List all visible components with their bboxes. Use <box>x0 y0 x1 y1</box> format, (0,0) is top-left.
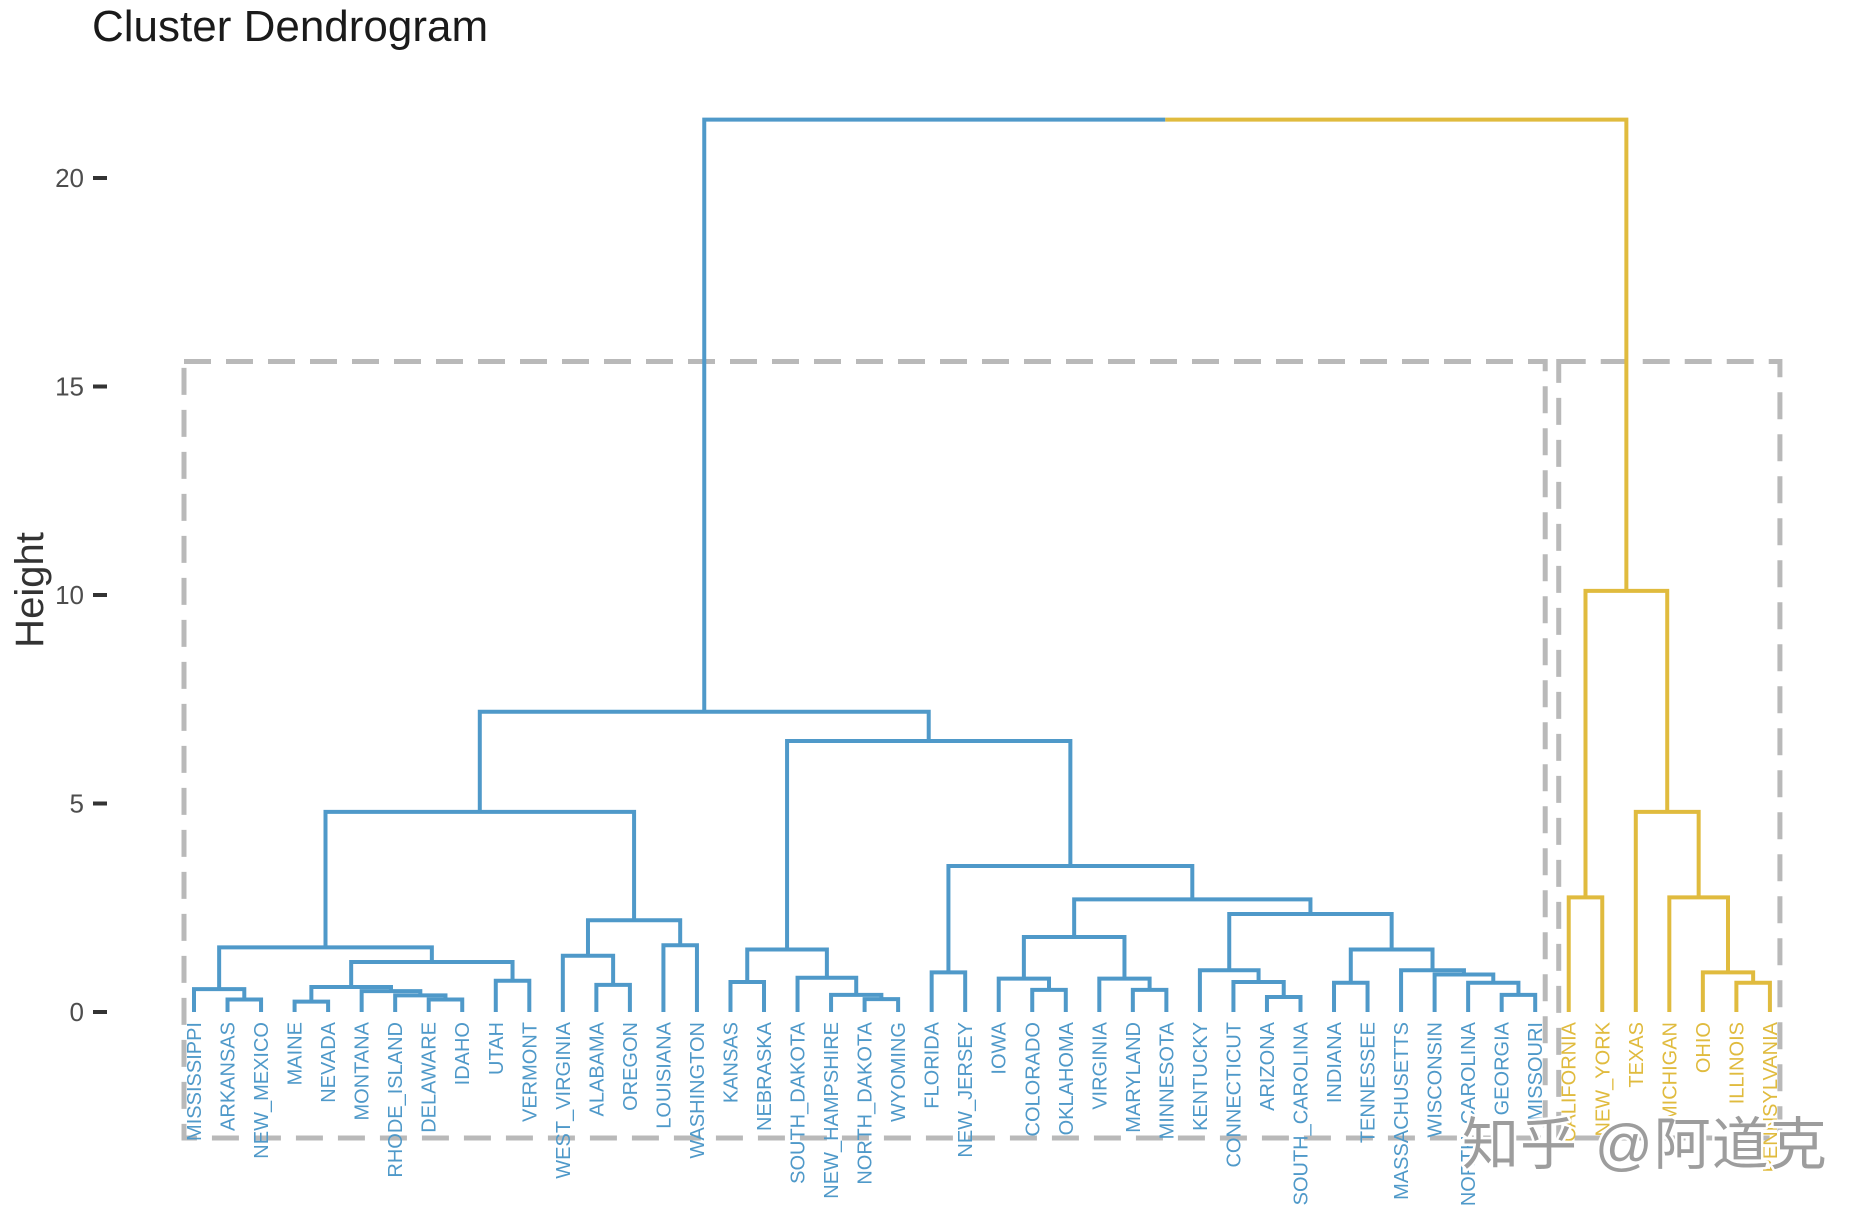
dendrogram-link <box>292 999 331 1012</box>
dendrogram-link <box>1466 980 1521 1012</box>
dendrogram-link <box>477 709 931 812</box>
leaf-label: NEW_JERSEY <box>955 1022 977 1158</box>
y-axis-tick-label: 5 <box>70 789 84 819</box>
leaf-label: CALIFORNIA <box>1559 1021 1581 1142</box>
dendrogram-link <box>1499 992 1538 1012</box>
leaf-label: KANSAS <box>720 1022 742 1103</box>
leaf-label: LOUISIANA <box>653 1021 675 1128</box>
dendrogram-link <box>1097 976 1152 1012</box>
dendrogram-link <box>1264 994 1303 1012</box>
leaf-label: UTAH <box>486 1022 508 1075</box>
dendrogram-root-link-left <box>702 117 1166 712</box>
cluster-box <box>1556 358 1783 1141</box>
leaf-label: VIRGINIA <box>1089 1021 1111 1109</box>
leaf-label: WASHINGTON <box>687 1022 709 1159</box>
dendrogram-link <box>1227 912 1394 971</box>
leaf-label: ARKANSAS <box>218 1022 240 1131</box>
leaf-label: TEXAS <box>1626 1022 1648 1088</box>
dendrogram-link <box>1700 970 1756 1012</box>
leaf-label: FLORIDA <box>922 1021 944 1108</box>
dendrogram-link <box>493 978 532 1012</box>
leaf-label: MONTANA <box>352 1021 374 1120</box>
leaf-label: IDAHO <box>452 1022 474 1085</box>
y-axis-tick-label: 0 <box>70 997 84 1027</box>
leaf-label: DELAWARE <box>419 1022 441 1133</box>
leaf-label: WISCONSIN <box>1425 1022 1447 1138</box>
leaf-label: NORTH_CAROLINA <box>1458 1021 1480 1206</box>
dendrogram-link <box>946 864 1195 973</box>
dendrogram-link <box>1348 947 1435 983</box>
watermark: 知乎 @阿道克 <box>1462 1113 1828 1177</box>
leaf-label: PENNSYLVANIA <box>1760 1021 1782 1172</box>
leaf-label: ARIZONA <box>1257 1021 1279 1111</box>
dendrogram-link <box>785 738 1073 950</box>
leaf-label: MAINE <box>285 1022 307 1085</box>
leaf-label: TENNESSEE <box>1358 1022 1380 1143</box>
y-axis-tick-label: 20 <box>55 163 84 193</box>
leaf-label: ALABAMA <box>586 1021 608 1116</box>
dendrogram-link <box>1130 987 1169 1012</box>
leaf-label: NEBRASKA <box>754 1021 776 1131</box>
leaf-label: VERMONT <box>519 1022 541 1122</box>
cluster-box <box>181 358 1548 1141</box>
dendrogram-link <box>1667 895 1730 1012</box>
dendrogram-link <box>728 979 767 1012</box>
leaf-label: COLORADO <box>1022 1022 1044 1136</box>
dendrogram-link <box>349 959 515 987</box>
leaf-label: SOUTH_DAKOTA <box>788 1021 810 1184</box>
leaf-label: INDIANA <box>1324 1021 1346 1103</box>
leaf-label: KENTUCKY <box>1190 1022 1212 1131</box>
dendrogram-link <box>1399 968 1466 1012</box>
leaf-label: OKLAHOMA <box>1056 1021 1078 1135</box>
leaf-label: MICHIGAN <box>1659 1022 1681 1122</box>
y-axis-tick-label: 10 <box>55 580 84 610</box>
dendrogram-link <box>225 997 264 1012</box>
dendrogram-link <box>426 997 465 1012</box>
dendrogram-root-link-right <box>1165 117 1629 591</box>
dendrogram-link <box>594 982 632 1012</box>
dendrogram-link <box>1197 968 1261 1012</box>
y-axis-tick-label: 15 <box>55 372 84 402</box>
dendrogram-link <box>929 970 968 1012</box>
leaf-label: MASSACHUSETTS <box>1391 1022 1413 1200</box>
dendrogram-link <box>1432 972 1496 1012</box>
leaf-label: IOWA <box>989 1021 1011 1074</box>
leaf-label: MARYLAND <box>1123 1022 1145 1133</box>
dendrogram-link <box>1021 934 1127 979</box>
dendrogram-link <box>996 976 1052 1012</box>
chart-title: Cluster Dendrogram <box>92 2 489 51</box>
leaf-label: ILLINOIS <box>1726 1022 1748 1104</box>
dendrogram-link <box>1030 987 1068 1012</box>
leaf-label: GEORGIA <box>1492 1021 1514 1115</box>
leaf-label: NORTH_DAKOTA <box>855 1021 877 1184</box>
leaf-label: MINNESOTA <box>1156 1021 1178 1139</box>
leaf-label: NEW_HAMPSHIRE <box>821 1022 843 1199</box>
dendrogram-link <box>217 945 434 990</box>
leaf-label: NEW_YORK <box>1592 1021 1614 1136</box>
leaf-label: MISSISSIPPI <box>184 1022 206 1141</box>
leaf-label: NEVADA <box>318 1021 340 1102</box>
leaf-label: OREGON <box>620 1022 642 1111</box>
leaf-label: WYOMING <box>888 1022 910 1122</box>
leaf-label: NEW_MEXICO <box>251 1022 273 1159</box>
dendrogram-link <box>1072 897 1313 937</box>
leaf-label: RHODE_ISLAND <box>385 1022 407 1178</box>
dendrogram-link <box>585 918 683 956</box>
leaf-label: WEST_VIRGINIA <box>553 1021 575 1178</box>
dendrogram-link <box>661 943 699 1012</box>
dendrogram-link <box>1583 588 1670 898</box>
dendrogram-link <box>1734 980 1772 1012</box>
dendrogram-link <box>1633 809 1701 1012</box>
leaf-label: SOUTH_CAROLINA <box>1290 1021 1312 1205</box>
dendrogram-link <box>1332 980 1370 1012</box>
leaf-label: OHIO <box>1693 1022 1715 1073</box>
dendrogram-link <box>862 997 901 1012</box>
dendrogram-link <box>1566 895 1605 1012</box>
leaf-label: CONNECTICUT <box>1223 1022 1245 1168</box>
leaf-label: MISSOURI <box>1525 1022 1547 1121</box>
